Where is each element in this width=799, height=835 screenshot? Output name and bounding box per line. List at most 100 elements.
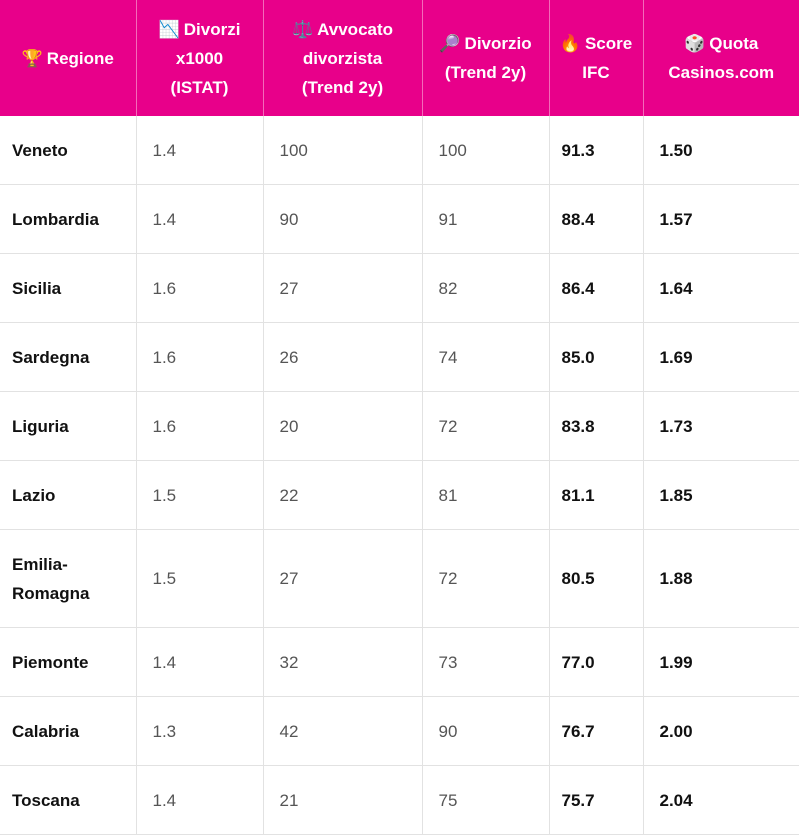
divorzio-cell: 75 <box>422 765 550 835</box>
score-cell: 88.4 <box>549 184 644 254</box>
magnifier-icon: 🔎 <box>439 34 461 53</box>
divorzi-cell: 1.4 <box>136 627 264 697</box>
score-cell: 86.4 <box>549 253 644 323</box>
header-divorzio: 🔎 Divorzio (Trend 2y) <box>422 0 550 116</box>
avvocato-cell: 100 <box>263 116 423 185</box>
table-row: Toscana 1.4 21 75 75.7 2.04 <box>0 765 799 835</box>
region-name: Calabria <box>12 721 80 741</box>
header-divorzi: 📉 Divorzi x1000 (ISTAT) <box>136 0 264 116</box>
score-cell: 85.0 <box>549 322 644 392</box>
trophy-icon: 🏆 <box>21 48 43 68</box>
avvocato-cell: 20 <box>263 391 423 461</box>
divorzi-cell: 1.6 <box>136 391 264 461</box>
table-body: Veneto 1.4 100 100 91.3 1.50 Lombardia 1.4 90 91 8… <box>0 116 799 835</box>
region-name: Toscana <box>12 790 80 810</box>
region-cell: Sardegna <box>0 322 137 392</box>
quota-cell: 1.73 <box>643 391 799 461</box>
avvocato-cell: 42 <box>263 696 423 766</box>
avvocato-cell: 27 <box>263 253 423 323</box>
score-cell: 75.7 <box>549 765 644 835</box>
region-cell: Sicilia <box>0 253 137 323</box>
header-label-line: Avvocato <box>317 19 394 39</box>
region-name: Romagna <box>12 583 90 603</box>
divorzi-cell: 1.3 <box>136 696 264 766</box>
header-label-line: Divorzi <box>183 19 241 39</box>
divorzio-cell: 81 <box>422 460 550 530</box>
region-name: Sardegna <box>12 347 90 367</box>
divorzio-cell: 100 <box>422 116 550 185</box>
divorzi-cell: 1.4 <box>136 184 264 254</box>
region-cell: Veneto <box>0 116 137 185</box>
header-label-line: Casinos.com <box>668 63 775 82</box>
header-score: 🔥 Score IFC <box>549 0 644 116</box>
score-cell: 81.1 <box>549 460 644 530</box>
quota-cell: 2.00 <box>643 696 799 766</box>
quota-cell: 1.85 <box>643 460 799 530</box>
divorzi-cell: 1.5 <box>136 460 264 530</box>
table-row: Emilia- Romagna 1.5 27 72 80.5 1.88 <box>0 529 799 628</box>
region-name: Lombardia <box>12 209 99 229</box>
header-label-line: (ISTAT) <box>170 77 229 97</box>
header-avvocato: ⚖️ Avvocato divorzista (Trend 2y) <box>263 0 423 116</box>
region-name: Liguria <box>12 416 69 436</box>
region-cell: Toscana <box>0 765 137 835</box>
score-cell: 80.5 <box>549 529 644 628</box>
quota-cell: 1.88 <box>643 529 799 628</box>
header-label-line: Score <box>584 34 633 53</box>
header-label-line: Quota <box>709 34 759 53</box>
header-label-line: Regione <box>46 48 114 68</box>
header-regione: 🏆 Regione <box>0 0 137 116</box>
scales-icon: ⚖️ <box>291 19 314 39</box>
header-row: 🏆 Regione 📉 Divorzi x1000 (ISTAT) ⚖️ Avvocato di… <box>0 0 799 116</box>
header-label-line: x1000 <box>175 48 224 68</box>
header-label-line: (Trend 2y) <box>444 63 527 82</box>
table-row: Piemonte 1.4 32 73 77.0 1.99 <box>0 627 799 697</box>
region-cell: Piemonte <box>0 627 137 697</box>
divorzio-cell: 74 <box>422 322 550 392</box>
table-row: Lazio 1.5 22 81 81.1 1.85 <box>0 460 799 530</box>
divorzio-cell: 91 <box>422 184 550 254</box>
quota-cell: 2.04 <box>643 765 799 835</box>
table-row: Sicilia 1.6 27 82 86.4 1.64 <box>0 253 799 323</box>
score-cell: 76.7 <box>549 696 644 766</box>
dice-icon: 🎲 <box>684 34 706 53</box>
avvocato-cell: 32 <box>263 627 423 697</box>
divorzi-cell: 1.4 <box>136 765 264 835</box>
table-row: Veneto 1.4 100 100 91.3 1.50 <box>0 116 799 185</box>
quota-cell: 1.57 <box>643 184 799 254</box>
score-cell: 83.8 <box>549 391 644 461</box>
chart-decreasing-icon: 📉 <box>158 19 180 39</box>
quota-cell: 1.64 <box>643 253 799 323</box>
region-name: Lazio <box>12 485 56 505</box>
region-name: Piemonte <box>12 652 89 672</box>
region-cell: Calabria <box>0 696 137 766</box>
header-label-line: IFC <box>582 63 610 82</box>
table-header: 🏆 Regione 📉 Divorzi x1000 (ISTAT) ⚖️ Avvocato di… <box>0 0 799 116</box>
divorzi-cell: 1.4 <box>136 116 264 185</box>
divorzi-cell: 1.6 <box>136 322 264 392</box>
divorzi-cell: 1.6 <box>136 253 264 323</box>
divorzi-cell: 1.5 <box>136 529 264 628</box>
table-row: Calabria 1.3 42 90 76.7 2.00 <box>0 696 799 766</box>
region-cell: Lazio <box>0 460 137 530</box>
quota-cell: 1.99 <box>643 627 799 697</box>
quota-cell: 1.50 <box>643 116 799 185</box>
divorzio-cell: 90 <box>422 696 550 766</box>
score-cell: 77.0 <box>549 627 644 697</box>
header-label-line: divorzista <box>302 48 383 68</box>
avvocato-cell: 22 <box>263 460 423 530</box>
divorzio-cell: 73 <box>422 627 550 697</box>
region-cell: Liguria <box>0 391 137 461</box>
avvocato-cell: 26 <box>263 322 423 392</box>
header-quota: 🎲 Quota Casinos.com <box>643 0 799 116</box>
table-row: Lombardia 1.4 90 91 88.4 1.57 <box>0 184 799 254</box>
divorzio-cell: 72 <box>422 529 550 628</box>
region-cell: Emilia- Romagna <box>0 529 137 628</box>
table-row: Sardegna 1.6 26 74 85.0 1.69 <box>0 322 799 392</box>
score-cell: 91.3 <box>549 116 644 185</box>
header-label-line: (Trend 2y) <box>301 77 384 97</box>
quota-cell: 1.69 <box>643 322 799 392</box>
region-cell: Lombardia <box>0 184 137 254</box>
avvocato-cell: 21 <box>263 765 423 835</box>
